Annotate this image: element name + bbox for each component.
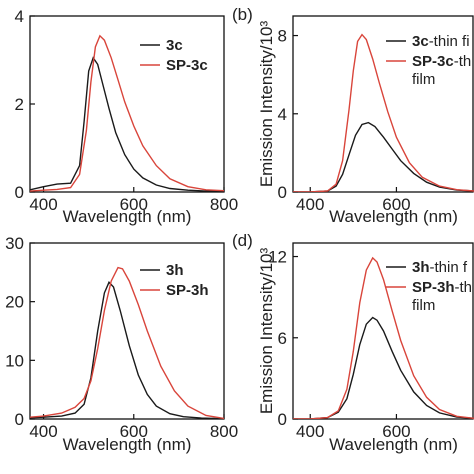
legend-label-line2: film <box>412 297 435 314</box>
legend: 3c SP-3c <box>140 37 208 74</box>
series-line-sp-3c <box>30 34 224 192</box>
y-tick-label: 12 <box>268 248 287 267</box>
y-axis-label: Emission Intensity/10³ <box>257 248 276 415</box>
x-tick-label: 600 <box>382 195 410 214</box>
y-axis-label: Emission Intensity/10³ <box>257 21 276 188</box>
series-line-sp-3c-thin-film <box>293 33 474 192</box>
y-tick-label: 20 <box>5 293 24 312</box>
y-tick-label: 2 <box>15 95 24 114</box>
x-axis-label: Wavelength (nm) <box>63 435 192 454</box>
y-tick-label: 0 <box>15 183 24 202</box>
y-tick-label: 0 <box>278 183 287 202</box>
x-tick-label: 800 <box>210 422 238 441</box>
y-tick-label: 6 <box>278 329 287 348</box>
x-tick-label: 800 <box>210 195 238 214</box>
x-tick-label: 400 <box>29 422 57 441</box>
x-tick-label: 600 <box>120 422 148 441</box>
legend-label: SP-3h-th <box>412 279 472 296</box>
legend: 3h SP-3h <box>140 262 209 299</box>
series-line-3c-thin-film <box>293 121 474 192</box>
chart-panel-d: 400 600 0 6 12 Wavelength (nm) Emission Intens… <box>232 231 474 454</box>
x-axis-label: Wavelength (nm) <box>329 435 458 454</box>
legend-label: 3h-thin f <box>412 259 468 276</box>
y-tick-label: 10 <box>5 351 24 370</box>
y-tick-label: 8 <box>278 27 287 46</box>
series-line-sp-3h <box>30 266 224 419</box>
y-tick-label: 4 <box>278 105 287 124</box>
x-tick-label: 600 <box>120 195 148 214</box>
x-tick-label: 600 <box>382 422 410 441</box>
series-line-3h <box>30 281 224 419</box>
chart-panel-b: 400 600 0 4 8 Wavelength (nm) Emission Intensi… <box>232 5 474 226</box>
x-axis-label: Wavelength (nm) <box>329 207 458 226</box>
series-line-3c <box>30 56 224 192</box>
chart-panel-c: 400 600 800 0 10 20 30 Wavelength (nm) 3h SP-3h <box>5 234 238 454</box>
chart-panel-a: 400 600 800 0 2 4 Wavelength (nm) 3c SP-3c <box>15 7 239 226</box>
plot-frame <box>292 15 474 193</box>
legend-label: 3h <box>166 262 184 279</box>
legend-label-line2: film <box>412 71 435 88</box>
y-tick-label: 4 <box>15 7 24 26</box>
legend-label: 3c-thin fi <box>412 33 470 50</box>
x-tick-label: 400 <box>296 422 324 441</box>
plot-frame <box>29 242 225 420</box>
plot-frame <box>29 15 225 193</box>
legend-label: SP-3c-th <box>412 53 471 70</box>
panel-label: (b) <box>232 5 253 24</box>
y-tick-label: 0 <box>15 410 24 429</box>
legend-label: SP-3c <box>166 57 208 74</box>
legend-label: 3c <box>166 37 183 54</box>
y-tick-label: 30 <box>5 234 24 253</box>
plot-frame <box>292 242 474 420</box>
series-line-sp-3h-thin-film <box>293 256 474 419</box>
x-tick-label: 400 <box>296 195 324 214</box>
series-line-3h-thin-film <box>293 316 474 419</box>
x-tick-label: 400 <box>29 195 57 214</box>
x-axis-label: Wavelength (nm) <box>63 207 192 226</box>
panel-label: (d) <box>232 231 253 250</box>
y-tick-label: 0 <box>278 410 287 429</box>
legend-label: SP-3h <box>166 282 209 299</box>
